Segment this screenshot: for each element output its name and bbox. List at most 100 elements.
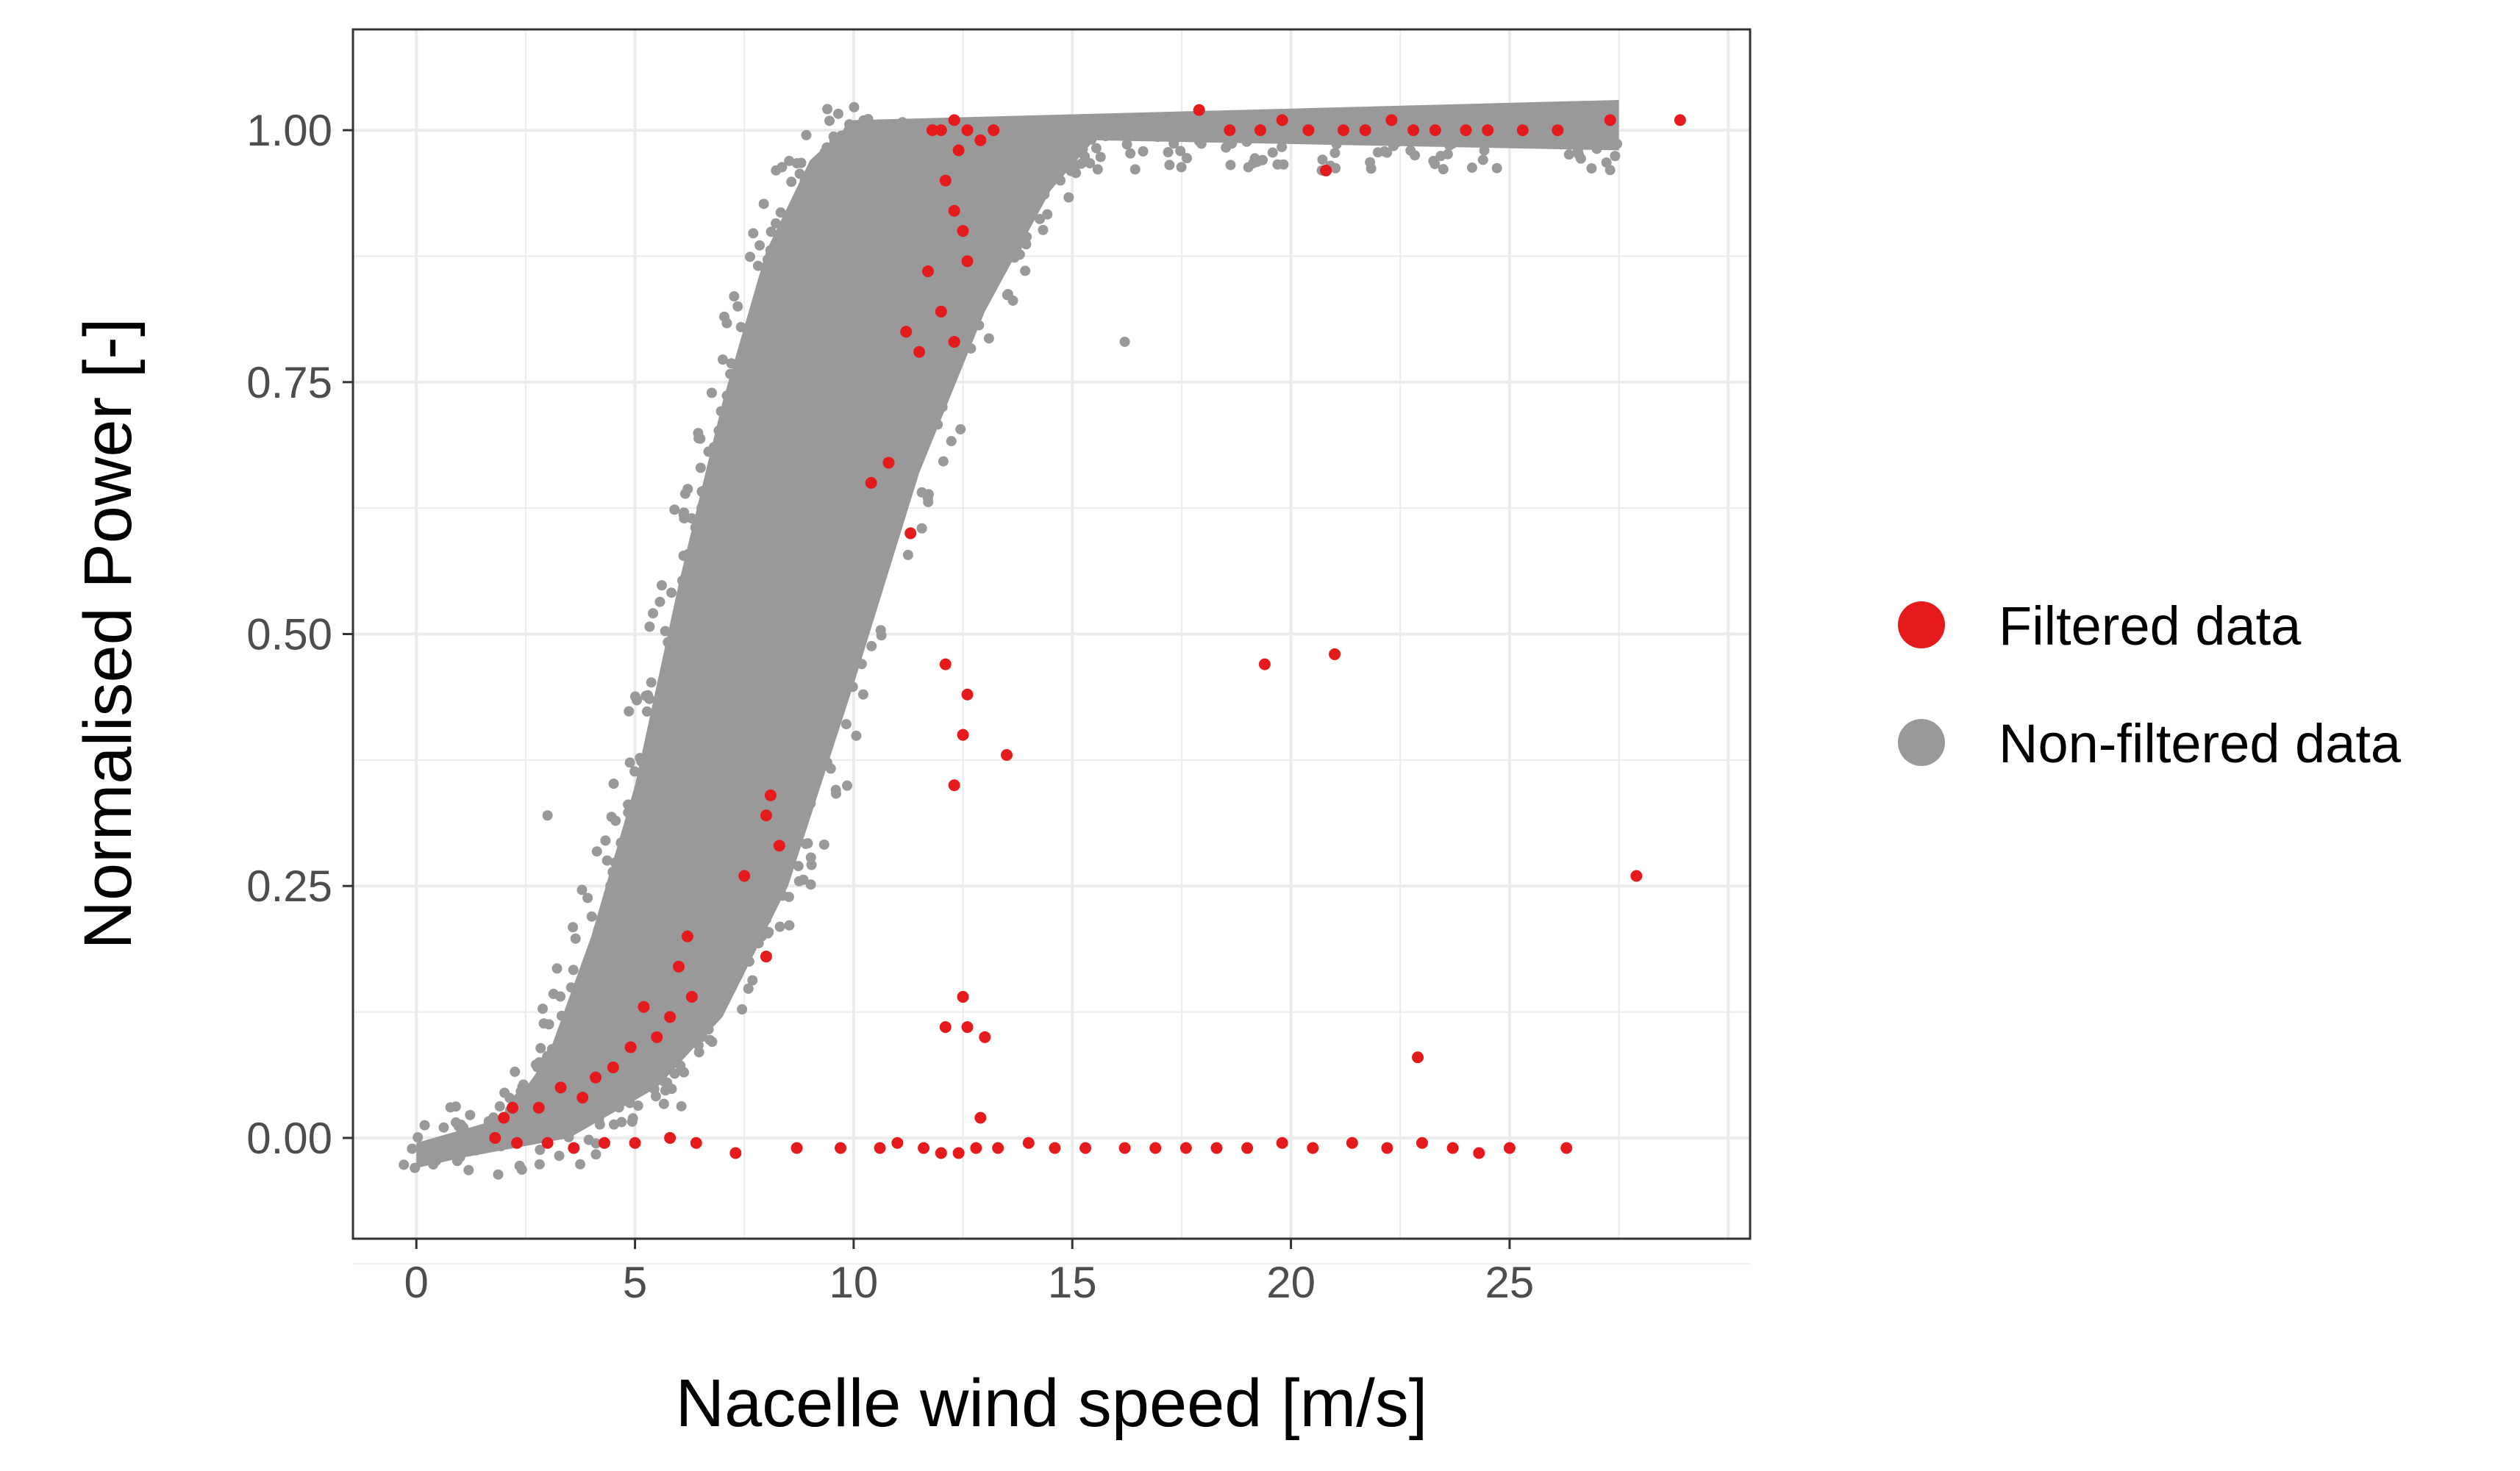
non-filtered-point bbox=[784, 920, 795, 931]
non-filtered-point bbox=[591, 846, 602, 857]
non-filtered-point bbox=[659, 1047, 670, 1058]
non-filtered-point bbox=[1026, 181, 1037, 192]
filtered-point bbox=[760, 951, 772, 963]
filtered-point bbox=[939, 1021, 952, 1034]
non-filtered-point bbox=[875, 135, 886, 146]
non-filtered-point bbox=[963, 140, 974, 151]
non-filtered-point bbox=[444, 1147, 455, 1158]
non-filtered-point bbox=[899, 462, 910, 473]
non-filtered-point bbox=[697, 485, 708, 496]
non-filtered-point bbox=[1031, 189, 1042, 200]
non-filtered-point bbox=[594, 1119, 605, 1130]
non-filtered-point bbox=[892, 119, 903, 130]
non-filtered-point bbox=[1055, 175, 1066, 186]
non-filtered-point bbox=[622, 1073, 633, 1084]
y-tick-label: 0.75 bbox=[246, 358, 332, 407]
non-filtered-point bbox=[810, 160, 821, 171]
non-filtered-point bbox=[1225, 160, 1236, 171]
non-filtered-point bbox=[1027, 148, 1038, 160]
non-filtered-point bbox=[1182, 153, 1193, 164]
non-filtered-point bbox=[679, 513, 690, 524]
non-filtered-point bbox=[445, 1102, 456, 1113]
filtered-point bbox=[590, 1071, 602, 1084]
non-filtered-point bbox=[647, 752, 658, 763]
filtered-point bbox=[1276, 114, 1288, 126]
non-filtered-point bbox=[1164, 160, 1175, 171]
non-filtered-point bbox=[866, 640, 877, 651]
non-filtered-point bbox=[858, 115, 869, 126]
non-filtered-point bbox=[706, 387, 717, 398]
filtered-point bbox=[1346, 1137, 1358, 1149]
non-filtered-point bbox=[1086, 134, 1097, 145]
non-filtered-point bbox=[1048, 142, 1059, 153]
non-filtered-point bbox=[1063, 192, 1074, 203]
non-filtered-point bbox=[763, 867, 774, 878]
filtered-point bbox=[554, 1081, 567, 1094]
filtered-point bbox=[607, 1061, 619, 1073]
non-filtered-point bbox=[708, 1001, 719, 1012]
non-filtered-cloud bbox=[416, 99, 1619, 1169]
non-filtered-point bbox=[458, 1142, 469, 1153]
non-filtered-point bbox=[1477, 154, 1488, 165]
non-filtered-point bbox=[1092, 164, 1103, 175]
filtered-point bbox=[913, 346, 926, 358]
non-filtered-point bbox=[1605, 129, 1616, 140]
filtered-point bbox=[935, 1147, 947, 1159]
non-filtered-point bbox=[646, 783, 657, 794]
non-filtered-point bbox=[795, 229, 806, 240]
non-filtered-point bbox=[1479, 145, 1490, 156]
non-filtered-point bbox=[1176, 162, 1187, 173]
filtered-point bbox=[992, 1142, 1004, 1154]
non-filtered-point bbox=[556, 1010, 567, 1021]
non-filtered-point bbox=[1014, 249, 1025, 260]
non-filtered-point bbox=[737, 1004, 748, 1015]
non-filtered-point bbox=[1077, 143, 1088, 154]
filtered-point bbox=[1412, 1051, 1424, 1064]
non-filtered-point bbox=[763, 254, 774, 265]
non-filtered-point bbox=[725, 368, 736, 379]
non-filtered-point bbox=[688, 1025, 699, 1036]
legend: Filtered data Non-filtered data bbox=[1898, 595, 2402, 774]
non-filtered-point bbox=[621, 1094, 632, 1105]
filtered-point bbox=[729, 1147, 742, 1159]
filtered-point bbox=[1560, 1142, 1573, 1154]
non-filtered-point bbox=[1444, 140, 1455, 151]
non-filtered-point bbox=[860, 126, 871, 137]
non-filtered-point bbox=[1003, 165, 1014, 176]
non-filtered-point bbox=[658, 1075, 669, 1087]
filtered-point bbox=[961, 1021, 974, 1034]
non-filtered-point bbox=[796, 157, 807, 168]
filtered-point bbox=[970, 1142, 982, 1154]
non-filtered-point bbox=[805, 744, 816, 755]
non-filtered-point bbox=[1095, 151, 1106, 162]
non-filtered-point bbox=[794, 168, 805, 179]
non-filtered-point bbox=[465, 1109, 476, 1120]
non-filtered-point bbox=[485, 1122, 496, 1133]
non-filtered-point bbox=[520, 1110, 531, 1121]
non-filtered-point bbox=[1519, 137, 1530, 148]
filtered-point bbox=[1446, 1142, 1459, 1154]
non-filtered-point bbox=[1100, 131, 1111, 142]
non-filtered-point bbox=[693, 1047, 704, 1058]
filtered-point bbox=[874, 1142, 886, 1154]
non-filtered-point bbox=[425, 1148, 436, 1159]
non-filtered-point bbox=[914, 154, 925, 165]
non-filtered-point bbox=[836, 130, 847, 141]
non-filtered-point bbox=[1138, 146, 1149, 157]
non-filtered-point bbox=[938, 456, 949, 467]
non-filtered-point bbox=[658, 1098, 669, 1109]
filtered-point bbox=[1307, 1142, 1319, 1154]
non-filtered-point bbox=[732, 970, 743, 981]
non-filtered-point bbox=[619, 850, 630, 861]
filtered-point bbox=[1604, 114, 1616, 126]
series-filtered-data bbox=[489, 104, 1686, 1159]
non-filtered-point bbox=[1612, 138, 1623, 149]
non-filtered-point bbox=[765, 245, 776, 256]
filtered-point bbox=[532, 1101, 545, 1114]
non-filtered-point bbox=[493, 1169, 504, 1180]
non-filtered-point bbox=[707, 1037, 718, 1048]
filtered-point bbox=[1224, 124, 1236, 137]
non-filtered-point bbox=[590, 1149, 602, 1160]
non-filtered-point bbox=[676, 599, 687, 610]
filtered-point bbox=[1503, 1142, 1516, 1154]
